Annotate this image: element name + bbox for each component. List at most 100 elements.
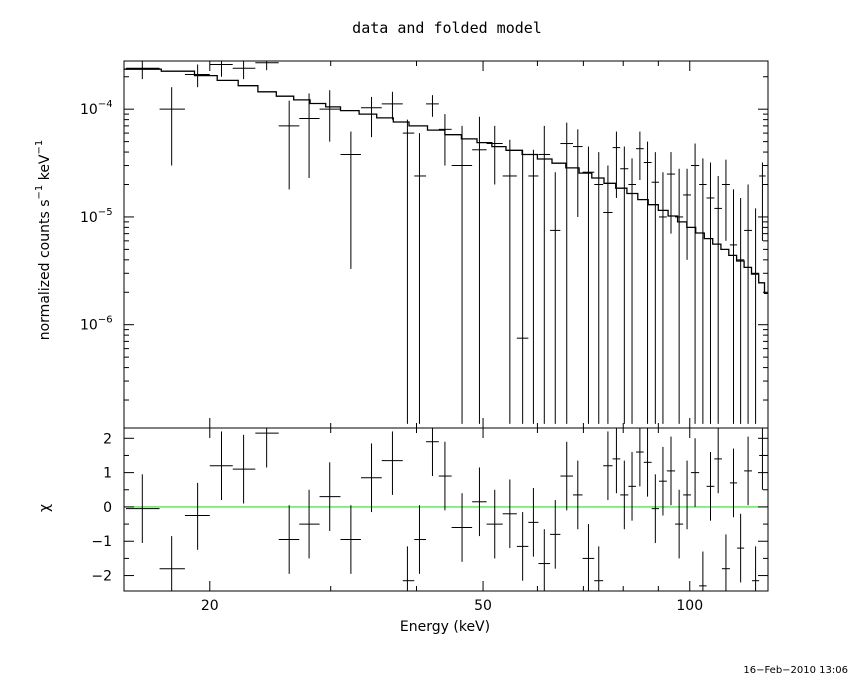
x-axis-label: Energy (keV) [400, 619, 490, 635]
model-curve [124, 68, 768, 295]
data-point [729, 189, 738, 424]
residual-point [683, 460, 691, 530]
data-point [486, 125, 503, 185]
residual-point [319, 462, 341, 531]
residual-point [125, 474, 160, 543]
y-tick-label: 10−5 [80, 207, 113, 226]
residual-point [550, 500, 561, 569]
data-point [666, 152, 676, 234]
spectrum-panel: 10−4 10−5 10−6 [80, 60, 769, 429]
residual-point [759, 428, 766, 490]
residual-point [414, 505, 427, 574]
data-point [502, 139, 517, 424]
residual-point [502, 479, 517, 549]
data-point [699, 158, 707, 424]
residual-point [744, 436, 752, 506]
data-point [582, 146, 595, 424]
residual-point [603, 431, 613, 501]
data-point [675, 168, 684, 424]
residual-point [209, 431, 233, 501]
data-point [438, 114, 452, 166]
residual-point [572, 460, 583, 530]
data-point [751, 208, 760, 424]
y-axis-label-top: normalized counts s−1 keV−1 [34, 140, 53, 341]
data-point [319, 90, 341, 142]
residual-point [426, 428, 439, 477]
residual-point [232, 434, 256, 504]
data-point [560, 122, 573, 424]
y-tick-label: 10−4 [80, 99, 113, 118]
data-point [620, 146, 629, 424]
residual-points [125, 428, 766, 591]
residual-point [299, 489, 320, 559]
data-point [628, 158, 636, 424]
chart-title: data and folded model [352, 19, 542, 37]
residual-point [737, 513, 745, 583]
residual-point [278, 505, 300, 574]
data-point [572, 129, 583, 217]
data-point [232, 61, 256, 80]
residual-point [486, 489, 503, 559]
data-point [528, 149, 539, 424]
spectrum-axes: 10−4 10−5 10−6 [80, 60, 769, 429]
residual-point [255, 428, 279, 468]
residual-point [706, 452, 715, 521]
data-point [516, 149, 529, 424]
data-point [209, 61, 233, 77]
residual-point [658, 446, 667, 516]
residual-point [560, 441, 573, 511]
y-tick-label: 10−6 [80, 315, 113, 334]
data-point [594, 152, 604, 424]
residual-point [538, 529, 551, 591]
residual-point [360, 443, 382, 513]
data-point [643, 141, 652, 424]
residual-point [451, 493, 473, 562]
residual-point [628, 452, 636, 521]
data-point [125, 61, 160, 80]
data-point [737, 197, 745, 424]
plot-frame [123, 60, 769, 429]
data-point [635, 131, 644, 181]
residual-point [620, 460, 629, 530]
data-point [550, 172, 561, 424]
residual-point [582, 524, 595, 591]
data-point [426, 95, 439, 117]
residual-point [381, 431, 403, 495]
data-point [603, 165, 613, 424]
data-point [414, 133, 427, 424]
residual-point [402, 546, 415, 591]
data-point [706, 162, 715, 424]
data-point [538, 125, 551, 424]
data-point [683, 168, 691, 260]
x-tick-label: 20 [201, 598, 219, 614]
data-point [381, 91, 403, 120]
y-tick-label: 0 [103, 500, 112, 516]
residual-panel: 20 50 100 2 1 0 −1 −2 [91, 427, 769, 614]
model-step-curve [124, 68, 768, 295]
data-point [612, 131, 621, 198]
residual-point [651, 474, 659, 543]
y-tick-label: 1 [103, 466, 112, 482]
data-point [721, 159, 730, 241]
residual-point [729, 448, 738, 518]
timestamp: 16−Feb−2010 13:06 [743, 665, 848, 676]
residual-point [721, 534, 730, 591]
data-point [658, 172, 667, 424]
residual-point [184, 482, 210, 550]
residual-point [159, 536, 185, 591]
data-point [402, 119, 415, 424]
plot-frame [123, 427, 769, 592]
residual-point [666, 436, 676, 506]
x-tick-label: 100 [676, 598, 703, 614]
data-point [255, 61, 279, 71]
residual-point [612, 428, 621, 494]
data-point [744, 184, 752, 424]
residual-point [675, 489, 684, 559]
data-point [340, 131, 361, 269]
residual-point [635, 428, 644, 487]
residual-point [751, 546, 760, 591]
residual-point [594, 546, 604, 591]
data-point [690, 143, 700, 424]
residual-point [643, 428, 652, 497]
